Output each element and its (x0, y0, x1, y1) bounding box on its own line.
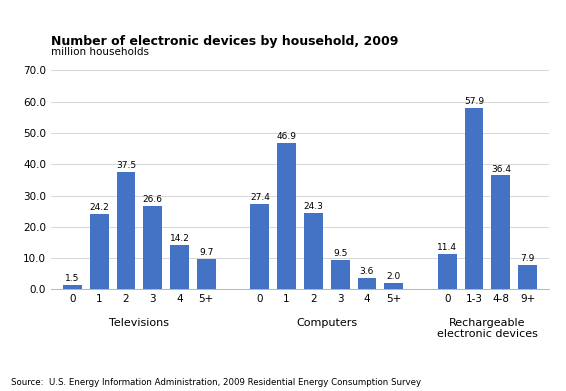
Text: Number of electronic devices by household, 2009: Number of electronic devices by househol… (51, 35, 398, 48)
Text: 36.4: 36.4 (491, 165, 511, 174)
Text: 24.2: 24.2 (89, 203, 109, 212)
Bar (197, 259, 216, 289)
Text: 37.5: 37.5 (116, 161, 136, 170)
Bar (117, 172, 135, 289)
Bar (491, 176, 510, 289)
Bar (304, 213, 323, 289)
Text: Source:  U.S. Energy Information Administration, 2009 Residential Energy Consump: Source: U.S. Energy Information Administ… (11, 378, 422, 387)
Bar (465, 108, 483, 289)
Text: 27.4: 27.4 (250, 193, 270, 202)
Text: million households: million households (51, 47, 149, 57)
Bar (250, 204, 269, 289)
Bar (63, 285, 82, 289)
Text: 9.7: 9.7 (199, 248, 213, 257)
Text: Computers: Computers (296, 318, 357, 328)
Text: 24.3: 24.3 (303, 203, 323, 212)
Bar (170, 245, 189, 289)
Text: 26.6: 26.6 (143, 195, 162, 204)
Text: Rechargeable
electronic devices: Rechargeable electronic devices (437, 318, 538, 339)
Bar (358, 278, 376, 289)
Bar (384, 283, 403, 289)
Bar (438, 254, 457, 289)
Bar (90, 213, 109, 289)
Bar (277, 143, 296, 289)
Text: 1.5: 1.5 (65, 274, 80, 283)
Text: Televisions: Televisions (109, 318, 169, 328)
Text: 14.2: 14.2 (170, 234, 190, 243)
Text: 9.5: 9.5 (333, 249, 348, 258)
Text: 2.0: 2.0 (387, 272, 401, 281)
Bar (331, 260, 350, 289)
Text: 3.6: 3.6 (360, 267, 374, 276)
Bar (518, 265, 537, 289)
Text: 7.9: 7.9 (520, 254, 535, 263)
Text: 11.4: 11.4 (438, 243, 457, 252)
Text: 57.9: 57.9 (464, 97, 484, 106)
Bar (143, 206, 162, 289)
Text: 46.9: 46.9 (277, 132, 297, 141)
